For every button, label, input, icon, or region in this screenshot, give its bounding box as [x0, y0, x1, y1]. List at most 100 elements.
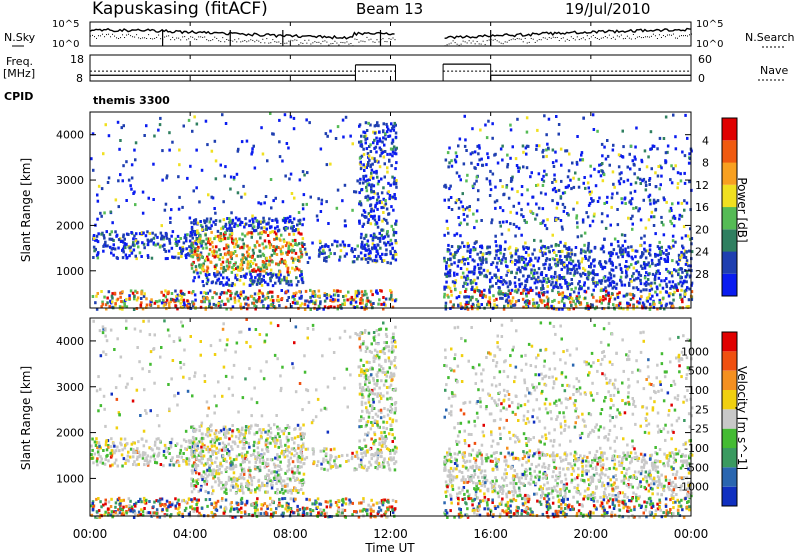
range-cell [444, 158, 448, 162]
range-cell [559, 254, 562, 258]
range-cell [184, 253, 187, 257]
range-cell [533, 238, 536, 242]
range-cell [180, 298, 183, 302]
range-cell [257, 266, 260, 270]
range-cell [652, 300, 655, 304]
power-ylabel: Slant Range [km] [19, 158, 33, 262]
range-cell [168, 241, 172, 245]
range-cell [235, 254, 238, 258]
range-cell [462, 257, 465, 261]
range-cell [204, 227, 208, 231]
range-cell [464, 282, 468, 285]
range-cell [593, 264, 596, 268]
range-cell [341, 118, 345, 122]
range-cell [551, 199, 554, 203]
range-cell [477, 189, 480, 193]
range-cell [217, 304, 221, 308]
noise-search-point [304, 39, 306, 41]
range-cell [617, 153, 621, 157]
range-cell [669, 292, 672, 296]
range-cell [649, 253, 652, 257]
range-cell [329, 252, 332, 255]
range-cell [298, 456, 302, 460]
range-cell [274, 436, 277, 440]
range-cell [476, 289, 480, 292]
range-cell [208, 248, 212, 252]
range-cell [265, 271, 268, 275]
range-cell [634, 249, 637, 253]
range-cell [391, 127, 394, 130]
range-cell [126, 256, 129, 260]
range-cell [502, 220, 505, 224]
range-cell [261, 260, 265, 263]
range-cell [229, 297, 233, 301]
noise-sky-line [444, 27, 692, 40]
range-cell [191, 129, 194, 133]
range-cell [668, 301, 672, 305]
range-cell [265, 490, 268, 494]
range-cell [282, 238, 286, 242]
range-cell [682, 246, 685, 250]
range-cell [602, 298, 605, 302]
range-cell [363, 307, 366, 311]
range-cell [622, 307, 625, 311]
range-cell [643, 262, 646, 266]
range-cell [132, 455, 135, 459]
range-cell [258, 428, 262, 432]
range-cell [295, 267, 299, 271]
range-cell [521, 265, 524, 269]
range-cell [376, 140, 379, 143]
range-cell [523, 300, 527, 304]
range-cell [377, 195, 380, 199]
range-cell [244, 438, 247, 441]
range-cell [224, 483, 227, 486]
range-cell [213, 273, 216, 277]
noise-search-point [116, 37, 118, 39]
range-cell [624, 202, 627, 205]
range-cell [228, 260, 232, 264]
range-cell [302, 472, 306, 476]
range-cell [188, 441, 191, 445]
range-cell [472, 212, 475, 216]
range-cell [329, 299, 332, 302]
range-cell [668, 271, 671, 275]
range-cell [296, 468, 299, 472]
range-cell [215, 452, 218, 455]
range-cell [204, 477, 208, 481]
range-cell [665, 267, 668, 271]
range-cell [364, 141, 367, 145]
range-cell [367, 256, 370, 260]
range-cell [377, 124, 380, 128]
range-cell [473, 265, 477, 269]
range-cell [607, 291, 610, 295]
range-cell [366, 296, 369, 300]
range-cell [164, 257, 168, 261]
range-cell [180, 250, 183, 253]
range-cell [193, 232, 196, 236]
range-cell [138, 455, 141, 459]
range-cell [369, 143, 372, 147]
range-cell [262, 278, 265, 282]
range-cell [478, 256, 481, 260]
range-cell [148, 303, 152, 307]
range-cell [446, 249, 450, 253]
range-cell [242, 184, 245, 188]
range-cell [476, 276, 479, 280]
range-cell [269, 231, 272, 235]
range-cell [678, 213, 682, 217]
range-cell [568, 283, 571, 287]
range-cell [231, 484, 235, 487]
range-cell [190, 482, 193, 486]
range-cell [507, 228, 511, 232]
range-cell [386, 125, 389, 129]
range-cell [364, 121, 368, 125]
noise-search-point [174, 39, 176, 41]
range-cell [217, 472, 221, 476]
range-cell [552, 307, 556, 311]
range-cell [384, 132, 387, 136]
range-cell [466, 222, 469, 226]
range-cell [170, 246, 174, 250]
range-cell [240, 195, 243, 199]
range-cell [489, 169, 492, 173]
range-cell [233, 478, 237, 482]
